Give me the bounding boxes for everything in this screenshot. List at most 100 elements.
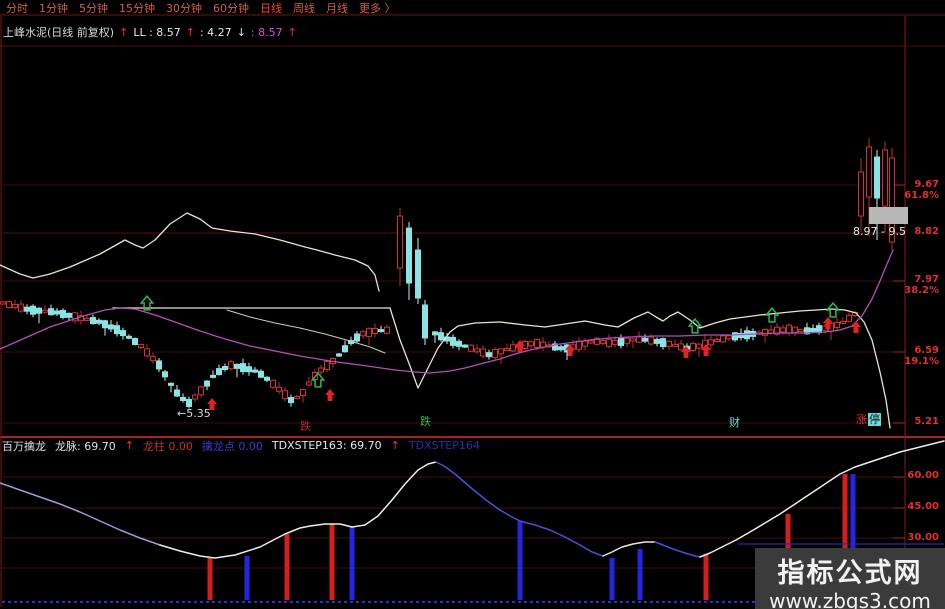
candle-body xyxy=(342,345,348,353)
menu-item-more[interactable]: 更多 〉 xyxy=(359,1,396,15)
baseline-dot xyxy=(44,601,47,603)
value-tdxstep164: TDXSTEP164 xyxy=(408,439,480,452)
indicator-curve xyxy=(654,541,701,558)
baseline-dot xyxy=(416,601,419,603)
baseline-dot xyxy=(386,601,389,603)
candle-body xyxy=(378,329,384,333)
price-axis-label: 7.97 xyxy=(914,274,939,285)
candle-body xyxy=(780,327,786,333)
candle-body xyxy=(96,319,102,324)
sell-signal-arrow-icon xyxy=(825,301,841,318)
buy-signal-arrow-icon xyxy=(325,389,335,401)
menu-item-1min[interactable]: 1分钟 xyxy=(39,1,68,15)
baseline-dot xyxy=(110,601,113,603)
menu-item-monthly[interactable]: 月线 xyxy=(326,1,348,15)
buy-signal-arrow-icon xyxy=(823,317,833,329)
candle-body xyxy=(366,327,372,337)
indicator-axis-label: 45.00 xyxy=(907,501,939,512)
candle-body xyxy=(252,369,258,373)
candle-body xyxy=(48,308,54,316)
candle-body xyxy=(132,338,138,345)
value-qinlongdian: 擒龙点 0.00 xyxy=(201,439,263,453)
indicator-curve xyxy=(699,440,945,558)
candle-body xyxy=(168,382,174,386)
baseline-dot xyxy=(14,601,17,603)
baseline-dot xyxy=(140,601,143,603)
baseline-dot xyxy=(176,601,179,603)
candle-body xyxy=(54,310,60,315)
menu-item-fenshi[interactable]: 分时 xyxy=(6,1,28,15)
candle-body xyxy=(866,146,872,198)
chart-annotation: ←5.35 xyxy=(177,407,211,420)
down-arrow-icon: ↓ xyxy=(236,25,246,39)
value-ll: LL : 8.57 xyxy=(133,25,181,39)
baseline-dot xyxy=(164,601,167,603)
candle-body xyxy=(642,337,648,342)
baseline-dot xyxy=(62,601,65,603)
menu-item-60min[interactable]: 60分钟 xyxy=(213,1,249,15)
menu-item-30min[interactable]: 30分钟 xyxy=(166,1,202,15)
up-arrow-icon: ↑ xyxy=(124,439,134,452)
indicator-bar xyxy=(329,524,335,600)
candle-body xyxy=(480,348,486,357)
candle-body xyxy=(606,338,612,347)
chart-annotation: 跌 xyxy=(420,415,431,428)
candle-body xyxy=(150,356,156,362)
baseline-dot xyxy=(680,601,683,603)
candle-body xyxy=(690,342,696,351)
indicator-bar xyxy=(207,557,213,600)
baseline-dot xyxy=(134,601,137,603)
baseline-dot xyxy=(80,601,83,603)
menu-item-weekly[interactable]: 周线 xyxy=(293,1,315,15)
menu-item-daily[interactable]: 日线 xyxy=(260,1,282,15)
candle-body xyxy=(468,344,474,352)
baseline-dot xyxy=(242,601,245,603)
stock-title: 上峰水泥(日线 前复权) xyxy=(3,26,115,39)
baseline-dot xyxy=(248,601,251,603)
baseline-dot xyxy=(392,601,395,603)
baseline-dot xyxy=(20,601,23,603)
baseline-dot xyxy=(518,601,521,603)
indicator-bar xyxy=(703,554,709,600)
baseline-dot xyxy=(692,601,695,603)
baseline-dot xyxy=(362,601,365,603)
menu-item-15min[interactable]: 15分钟 xyxy=(119,1,155,15)
menu-item-5min[interactable]: 5分钟 xyxy=(79,1,108,15)
baseline-dot xyxy=(620,601,623,603)
candle-body xyxy=(192,394,198,400)
candle-body xyxy=(594,337,600,345)
baseline-dot xyxy=(560,601,563,603)
baseline-dot xyxy=(332,601,335,603)
candle-body xyxy=(422,304,428,339)
baseline-dot xyxy=(632,601,635,603)
indicator-axis-label: 60.00 xyxy=(907,470,939,481)
baseline-dot xyxy=(86,601,89,603)
candle-body xyxy=(174,389,180,397)
candle-body xyxy=(324,361,330,370)
candle-body xyxy=(384,326,390,334)
price-axis-label: 38.2% xyxy=(904,285,939,296)
baseline-dot xyxy=(608,601,611,603)
candle-body xyxy=(798,328,804,332)
candle-body xyxy=(504,347,510,351)
chart-annotation: 财 xyxy=(729,416,740,429)
baseline-dot xyxy=(32,601,35,603)
candle-body xyxy=(528,341,534,347)
baseline-dot xyxy=(188,601,191,603)
buy-signal-arrow-icon xyxy=(681,346,691,358)
candle-body xyxy=(78,315,84,322)
baseline-dot xyxy=(368,601,371,603)
candle-body xyxy=(397,215,403,269)
baseline-dot xyxy=(716,601,719,603)
candle-body xyxy=(624,337,630,344)
candle-body xyxy=(42,309,48,313)
candle-body xyxy=(264,376,270,381)
baseline-dot xyxy=(302,601,305,603)
baseline-dot xyxy=(650,601,653,603)
baseline-dot xyxy=(674,601,677,603)
candle-body xyxy=(156,360,162,370)
baseline-dot xyxy=(170,601,173,603)
baseline-dot xyxy=(530,601,533,603)
baseline-dot xyxy=(284,601,287,603)
